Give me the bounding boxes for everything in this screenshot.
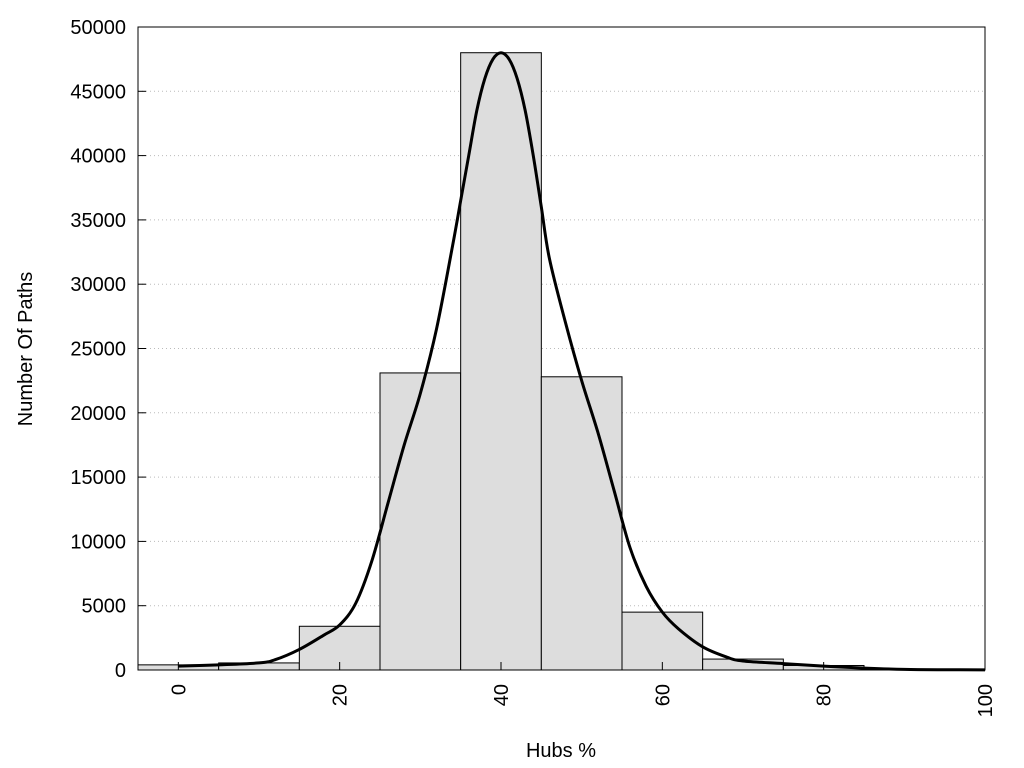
y-tick-label: 10000: [70, 531, 126, 553]
x-tick-label: 60: [652, 684, 674, 706]
y-tick-label: 50000: [70, 17, 126, 39]
y-axis-ticks: 0 5000 10000 15000 20000 25000 30000 35000 40000…: [70, 17, 146, 682]
histogram-bar: [379, 372, 462, 671]
x-axis-ticks: 0 20 40 60 80 100: [168, 662, 997, 717]
y-tick-label: 25000: [70, 339, 126, 361]
x-tick-label: 40: [491, 684, 513, 706]
y-tick-label: 20000: [70, 403, 126, 425]
density-curve-line: [178, 51, 986, 672]
x-tick-label: 80: [814, 684, 836, 706]
y-tick-label: 15000: [70, 467, 126, 489]
histogram-bar: [460, 52, 542, 671]
y-tick-label: 30000: [70, 274, 126, 296]
y-tick-label: 35000: [70, 210, 126, 232]
x-tick-label: 0: [168, 684, 190, 695]
y-tick-label: 40000: [70, 146, 126, 168]
x-tick-label: 20: [330, 684, 352, 706]
x-axis-title: Hubs %: [526, 740, 596, 762]
x-tick-label: 100: [975, 684, 997, 717]
histogram-bars: [137, 52, 986, 671]
histogram-bar: [540, 376, 623, 671]
y-tick-label: 5000: [82, 596, 127, 618]
y-tick-label: 0: [115, 660, 126, 682]
y-tick-label: 45000: [70, 81, 126, 103]
density-curve: [178, 51, 986, 672]
histogram-bar: [621, 611, 704, 671]
y-axis-title: Number Of Paths: [15, 272, 37, 427]
